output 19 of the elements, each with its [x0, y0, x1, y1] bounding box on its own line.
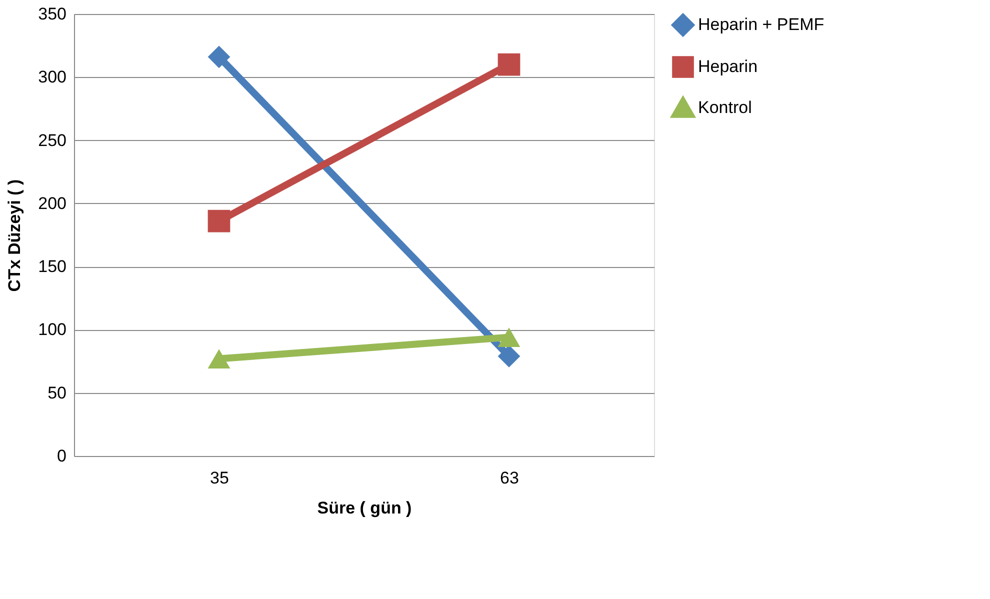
point [208, 210, 230, 232]
point [498, 53, 520, 76]
y-tick-label: 250 [38, 130, 66, 150]
legend-label: Kontrol [698, 98, 752, 117]
point [498, 345, 520, 368]
x-axis-title: Süre ( gün ) [317, 498, 412, 518]
y-tick-label: 350 [38, 4, 66, 24]
y-tick-label: 0 [57, 446, 66, 466]
y-tick-label: 100 [38, 320, 66, 340]
x-tick-label: 35 [210, 468, 229, 488]
y-axis-title: CTx Düzeyi ( ) [5, 179, 24, 292]
legend-label: Heparin + PEMF [698, 15, 824, 34]
y-tick-label: 50 [48, 383, 66, 402]
x-tick-label: 63 [500, 468, 519, 488]
point [208, 46, 230, 68]
y-tick-label: 200 [38, 194, 66, 213]
y-tick-label: 300 [38, 68, 66, 87]
y-tick-label: 150 [38, 257, 66, 276]
legend-label: Heparin [698, 57, 758, 76]
